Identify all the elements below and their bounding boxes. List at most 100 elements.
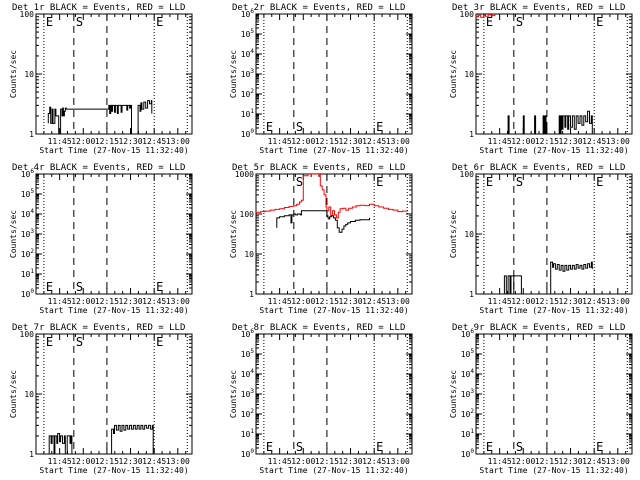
x-tick-label: 12:45 — [362, 457, 386, 466]
y-tick-label: 10 — [464, 70, 474, 79]
event-marker: E — [156, 335, 163, 349]
panel-title: Det 1r BLACK = Events, RED = LLD — [12, 3, 185, 13]
plot-frame — [255, 173, 413, 295]
x-axis-label: Start Time (27-Nov-15 11:32:40) — [479, 146, 628, 155]
x-tick-label: 12:00 — [291, 457, 315, 466]
y-tick-label: 10 — [24, 70, 34, 79]
data-series-group — [503, 261, 593, 294]
x-tick-label: 11:45 — [268, 137, 292, 146]
y-tick-label: 106 — [241, 328, 255, 339]
y-tick-label: 100 — [240, 210, 255, 219]
x-tick-label: 12:15 — [95, 137, 119, 146]
x-tick-label: 11:45 — [48, 457, 72, 466]
event-marker: S — [296, 440, 303, 454]
y-tick-label: 102 — [461, 408, 475, 419]
y-tick-label: 100 — [21, 288, 35, 299]
y-tick-label: 1 — [29, 450, 34, 459]
y-tick-label: 102 — [241, 408, 255, 419]
y-axis-label: Counts/sec — [449, 50, 458, 98]
y-tick-label: 100 — [241, 128, 255, 139]
event-marker: S — [296, 120, 303, 134]
y-tick-label: 100 — [460, 170, 475, 179]
plot-frame — [255, 13, 413, 135]
y-tick-label: 105 — [241, 28, 255, 39]
x-tick-label: 12:45 — [582, 297, 606, 306]
y-tick-label: 105 — [21, 188, 35, 199]
x-tick-label: 12:00 — [71, 297, 95, 306]
y-tick-label: 104 — [241, 368, 255, 379]
x-tick-label: 12:30 — [338, 137, 362, 146]
x-tick-label: 13:00 — [166, 457, 190, 466]
event-marker: E — [156, 15, 163, 29]
x-tick-label: 13:00 — [606, 137, 630, 146]
x-tick-label: 12:15 — [95, 457, 119, 466]
y-axis-label: Counts/sec — [9, 210, 18, 258]
panel-title: Det 5r BLACK = Events, RED = LLD — [232, 163, 405, 173]
x-tick-label: 13:00 — [386, 297, 410, 306]
event-marker: E — [596, 15, 603, 29]
panel-title: Det 6r BLACK = Events, RED = LLD — [452, 163, 625, 173]
y-tick-label: 100 — [460, 10, 475, 19]
x-tick-label: 11:45 — [488, 137, 512, 146]
data-series-group — [256, 174, 408, 233]
x-tick-label: 12:00 — [511, 457, 535, 466]
panel-det-4: Det 4r BLACK = Events, RED = LLD 100 101 10… — [9, 163, 193, 315]
event-marker: E — [46, 280, 53, 294]
events-series-line — [503, 261, 593, 294]
x-tick-label: 12:00 — [511, 137, 535, 146]
panel-det-1: Det 1r BLACK = Events, RED = LLD 1 10 100 11… — [9, 3, 193, 155]
x-tick-label: 12:30 — [558, 137, 582, 146]
x-tick-label: 12:30 — [558, 297, 582, 306]
x-tick-label: 11:45 — [268, 297, 292, 306]
y-tick-label: 103 — [461, 388, 475, 399]
event-marker: S — [516, 175, 523, 189]
y-tick-label: 100 — [241, 448, 255, 459]
x-tick-label: 12:30 — [118, 457, 142, 466]
x-tick-label: 12:00 — [511, 297, 535, 306]
x-axis-label: Start Time (27-Nov-15 11:32:40) — [39, 466, 188, 475]
x-tick-label: 12:45 — [142, 137, 166, 146]
panel-det-6: Det 6r BLACK = Events, RED = LLD 1 10 100 11… — [449, 163, 633, 315]
plot-frame — [475, 333, 633, 455]
x-tick-label: 11:45 — [488, 297, 512, 306]
y-tick-label: 104 — [241, 48, 255, 59]
x-tick-label: 13:00 — [606, 457, 630, 466]
y-tick-label: 104 — [21, 208, 35, 219]
data-series-group — [48, 424, 154, 454]
panel-title: Det 8r BLACK = Events, RED = LLD — [232, 323, 405, 333]
y-axis-label: Counts/sec — [229, 50, 238, 98]
x-tick-label: 12:15 — [535, 297, 559, 306]
y-axis-label: Counts/sec — [229, 370, 238, 418]
events-series-line — [47, 100, 153, 134]
event-marker: E — [376, 440, 383, 454]
data-series-group — [47, 100, 153, 134]
y-tick-label: 105 — [241, 348, 255, 359]
y-axis-label: Counts/sec — [9, 50, 18, 98]
y-tick-label: 100 — [20, 10, 35, 19]
plot-frame — [475, 173, 633, 295]
event-marker: E — [376, 175, 383, 189]
panel-det-9: Det 9r BLACK = Events, RED = LLD 100 101 10… — [449, 323, 633, 475]
event-marker: E — [596, 440, 603, 454]
y-tick-label: 106 — [21, 168, 35, 179]
x-tick-label: 12:45 — [362, 297, 386, 306]
event-marker: E — [46, 15, 53, 29]
y-tick-label: 101 — [241, 108, 255, 119]
panel-det-5: Det 5r BLACK = Events, RED = LLD 1 10 100 10… — [229, 163, 413, 315]
x-tick-label: 12:30 — [118, 137, 142, 146]
panel-det-3: Det 3r BLACK = Events, RED = LLD 1 10 100 11… — [449, 3, 633, 155]
y-tick-label: 10 — [24, 390, 34, 399]
event-marker: E — [486, 440, 493, 454]
x-tick-label: 12:30 — [338, 297, 362, 306]
x-tick-label: 11:45 — [268, 457, 292, 466]
plot-frame — [255, 333, 413, 455]
event-marker: S — [76, 280, 83, 294]
event-marker: E — [266, 440, 273, 454]
event-marker: E — [596, 175, 603, 189]
x-tick-label: 12:00 — [71, 457, 95, 466]
y-tick-label: 105 — [461, 348, 475, 359]
x-axis-label: Start Time (27-Nov-15 11:32:40) — [39, 306, 188, 315]
y-tick-label: 104 — [461, 368, 475, 379]
event-marker: E — [486, 15, 493, 29]
